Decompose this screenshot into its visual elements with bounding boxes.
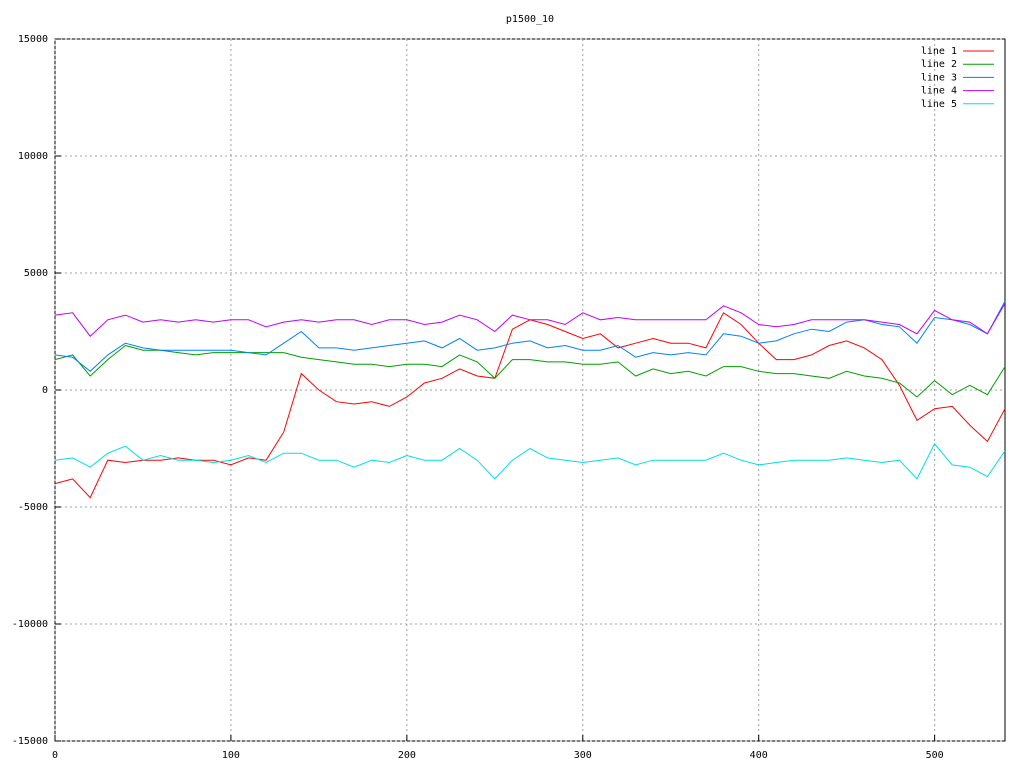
y-tick-label: 0 xyxy=(42,385,48,396)
x-tick-label: 400 xyxy=(750,750,768,761)
x-tick-label: 0 xyxy=(52,750,58,761)
y-tick-label: -15000 xyxy=(12,736,48,747)
legend-label: line 2 xyxy=(921,59,957,70)
y-tick-label: -5000 xyxy=(18,502,48,513)
legend-label: line 5 xyxy=(921,99,957,110)
data-line xyxy=(54,344,1006,398)
y-tick-label: 10000 xyxy=(18,151,48,162)
y-tick-label: -10000 xyxy=(12,619,48,630)
data-line xyxy=(54,303,1006,337)
data-line xyxy=(54,442,1006,480)
x-tick-label: 300 xyxy=(574,750,592,761)
legend-label: line 4 xyxy=(921,86,957,97)
x-tick-label: 200 xyxy=(398,750,416,761)
legend-label: line 1 xyxy=(921,46,957,57)
data-line xyxy=(54,300,1006,372)
chart-title: p1500_10 xyxy=(506,14,554,25)
y-tick-label: 15000 xyxy=(18,34,48,45)
x-tick-label: 500 xyxy=(926,750,944,761)
y-tick-label: 5000 xyxy=(24,268,48,279)
x-tick-label: 100 xyxy=(222,750,240,761)
legend-label: line 3 xyxy=(921,72,957,83)
